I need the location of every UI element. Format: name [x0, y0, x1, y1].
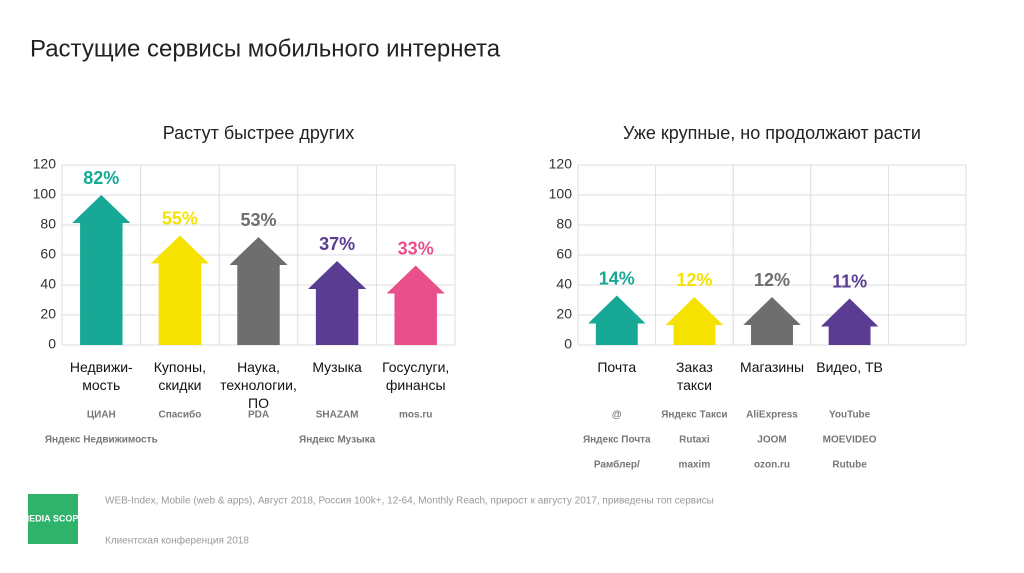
x-tick-label: Заказ такси	[676, 359, 713, 393]
service-logo: ozon.ru	[754, 460, 790, 471]
y-tick-label: 0	[564, 336, 572, 352]
logo-box	[28, 494, 78, 544]
y-tick-label: 0	[48, 336, 56, 352]
y-tick-label: 40	[40, 276, 56, 292]
arrow	[150, 235, 209, 345]
y-tick-label: 100	[33, 186, 57, 202]
arrow	[308, 261, 367, 345]
service-logo: Яндекс Почта	[583, 435, 651, 446]
slide-title: Растущие сервисы мобильного интернета	[30, 35, 501, 62]
x-tick-label: Видео, ТВ	[816, 359, 883, 375]
service-logo: YouTube	[829, 410, 871, 421]
x-tick-label: Почта	[597, 359, 636, 375]
value-annotation: 82%	[83, 168, 119, 188]
arrow	[229, 237, 288, 345]
y-tick-label: 120	[549, 156, 573, 172]
value-annotation: 53%	[240, 210, 276, 230]
service-logo: JOOM	[757, 435, 786, 446]
source-note: WEB-Index, Mobile (web & apps), Август 2…	[105, 496, 714, 507]
arrow	[743, 297, 801, 345]
service-logo: Rutaxi	[679, 435, 710, 446]
y-tick-label: 120	[33, 156, 57, 172]
x-tick-label: Госуслуги, финансы	[382, 359, 449, 393]
value-annotation: 11%	[832, 271, 867, 291]
value-annotation: 33%	[398, 238, 434, 258]
service-logo: Яндекс Такси	[661, 410, 727, 421]
service-logo: Rutube	[832, 460, 867, 471]
y-tick-label: 60	[40, 246, 56, 262]
arrow	[820, 298, 879, 345]
y-tick-label: 40	[556, 276, 572, 292]
x-tick-label: Купоны, скидки	[154, 359, 206, 393]
y-tick-label: 100	[549, 186, 573, 202]
y-tick-label: 80	[556, 216, 572, 232]
event-note: Клиентская конференция 2018	[105, 535, 249, 547]
x-tick-label: Магазины	[740, 359, 804, 375]
arrow	[665, 297, 724, 345]
value-annotation: 12%	[754, 270, 790, 290]
service-logo: AliExpress	[746, 410, 798, 421]
value-annotation: 37%	[319, 234, 355, 254]
value-annotation: 55%	[162, 208, 198, 228]
value-annotation: 12%	[676, 270, 712, 290]
x-tick-label: Недвижи-мость	[70, 359, 133, 393]
y-tick-label: 20	[556, 306, 572, 322]
arrow	[386, 265, 445, 345]
service-logo: @	[612, 410, 622, 421]
arrow	[588, 295, 646, 345]
service-logo: MOEVIDEO	[823, 435, 877, 446]
y-tick-label: 20	[40, 306, 56, 322]
chart-title: Уже крупные, но продолжают расти	[623, 123, 921, 143]
service-logo: Яндекс Недвижимость	[45, 435, 158, 446]
service-logo: mos.ru	[399, 410, 432, 421]
service-logo: PDA	[248, 410, 269, 421]
chart-title: Растут быстрее других	[163, 123, 355, 143]
service-logo: Рамблер/	[594, 459, 640, 471]
service-logo: maxim	[679, 460, 711, 471]
y-tick-label: 60	[556, 246, 572, 262]
value-annotation: 14%	[599, 268, 635, 288]
service-logo: SHAZAM	[316, 410, 359, 421]
service-logo: Яндекс Музыка	[299, 435, 376, 446]
x-tick-label: Наука, технологии, ПО	[220, 359, 297, 411]
service-logo: ЦИАН	[87, 410, 116, 421]
x-tick-label: Музыка	[312, 359, 362, 375]
y-tick-label: 80	[40, 216, 56, 232]
arrow	[72, 195, 131, 345]
logo-text: MEDIA SCOPE	[22, 513, 85, 523]
service-logo: Спасибо	[158, 409, 201, 421]
